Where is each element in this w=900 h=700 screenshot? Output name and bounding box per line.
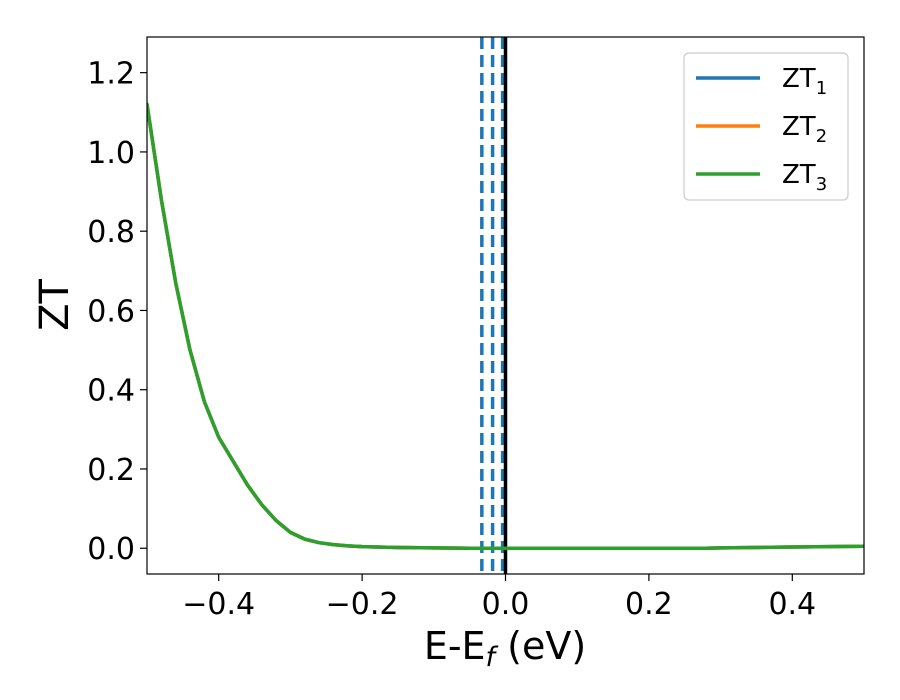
- x-tick-label: 0.4: [768, 587, 816, 622]
- y-tick-label: 0.4: [87, 374, 135, 409]
- x-axis-title: E-Ef (eV): [424, 624, 586, 673]
- legend: ZT1 ZT2 ZT3: [683, 52, 849, 201]
- chart-marks: [147, 37, 864, 574]
- series-line-3: [147, 102, 864, 550]
- x-tick-label: −0.2: [326, 587, 399, 622]
- y-tick-label: 1.0: [87, 136, 135, 171]
- y-tick-label: 0.2: [87, 453, 135, 488]
- x-tick-label: 0.2: [625, 587, 673, 622]
- legend-label-1: ZT1: [782, 64, 827, 99]
- y-tick-label: 0.0: [87, 532, 135, 567]
- legend-label-3: ZT3: [782, 160, 827, 195]
- y-tick-label: 0.8: [87, 215, 135, 250]
- x-tick-label: 0.0: [482, 587, 530, 622]
- y-tick-label: 0.6: [87, 294, 135, 329]
- legend-label-2: ZT2: [782, 112, 827, 147]
- y-axis-title: ZT: [32, 279, 78, 331]
- y-axis: 0.0 0.2 0.4 0.6 0.8 1.0 1.2: [87, 57, 147, 567]
- x-axis: −0.4 −0.2 0.0 0.2 0.4: [182, 574, 816, 622]
- y-tick-label: 1.2: [87, 57, 135, 92]
- x-tick-label: −0.4: [182, 587, 255, 622]
- legend-box: [683, 52, 849, 201]
